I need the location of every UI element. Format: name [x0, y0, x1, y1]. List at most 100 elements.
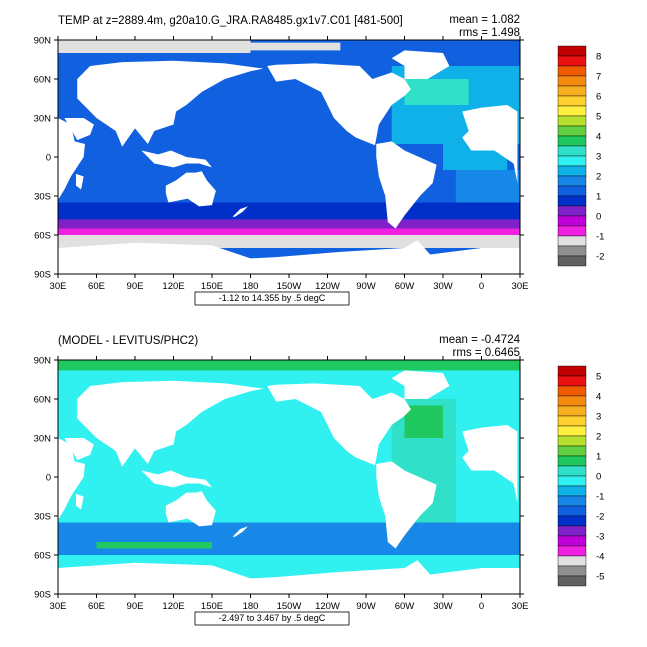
x-tick-label: 90E — [127, 601, 144, 612]
colorbar-swatch — [557, 135, 587, 147]
land-mask — [232, 206, 248, 217]
colorbar-label: -2 — [596, 252, 604, 263]
colorbar-swatch — [557, 235, 587, 247]
colorbar-label: 6 — [596, 92, 601, 103]
land-mask — [75, 173, 84, 190]
land-mask — [165, 171, 216, 207]
x-tick-label: 0 — [479, 281, 484, 292]
rms-label: rms = 0.6465 — [453, 347, 520, 359]
colorbar-label: 4 — [596, 392, 601, 403]
x-tick-label: 150E — [201, 601, 223, 612]
colorbar-swatch — [557, 445, 587, 457]
colorbar-swatch — [557, 105, 587, 117]
x-tick-label: 0 — [479, 601, 484, 612]
y-tick-label: 30N — [34, 114, 52, 125]
land-mask — [58, 560, 520, 594]
map-field — [58, 360, 520, 594]
y-tick-label: 90S — [34, 270, 51, 281]
colorbar-swatch — [557, 375, 587, 387]
range-note: -1.12 to 14.355 by .5 degC — [219, 293, 326, 303]
x-tick-label: 150W — [277, 281, 302, 292]
colorbar-label: 2 — [596, 432, 601, 443]
y-tick-label: 60N — [34, 75, 52, 86]
range-note-box — [194, 611, 350, 626]
colorbar-swatch — [557, 255, 587, 267]
x-tick-label: 90W — [356, 601, 376, 612]
x-tick-label: 180 — [243, 281, 259, 292]
field-cell — [58, 219, 520, 229]
x-tick-label: 120W — [315, 601, 340, 612]
colorbar-swatch — [557, 115, 587, 127]
land-mask — [462, 425, 518, 503]
x-tick-label: 30E — [50, 281, 67, 292]
colorbar-swatch — [557, 95, 587, 107]
colorbar-swatch — [557, 195, 587, 207]
land-mask — [376, 461, 437, 549]
x-tick-label: 30E — [512, 601, 529, 612]
y-tick-label: 30S — [34, 512, 51, 523]
field-cell — [212, 42, 341, 51]
y-tick-label: 90N — [34, 36, 52, 47]
range-note-box — [194, 291, 350, 306]
colorbar-label: -1 — [596, 492, 604, 503]
colorbar-swatch — [557, 145, 587, 157]
colorbar-swatch — [557, 395, 587, 407]
field-cell — [58, 202, 520, 220]
mean-label: mean = 1.082 — [449, 14, 520, 26]
x-tick-label: 60W — [395, 601, 415, 612]
land-mask — [58, 118, 85, 200]
colorbar-swatch — [557, 415, 587, 427]
colorbar-label: 0 — [596, 472, 601, 483]
y-tick-label: 60S — [34, 551, 51, 562]
colorbar-swatch — [557, 365, 587, 377]
field-cell — [404, 79, 469, 105]
x-tick-label: 150E — [201, 281, 223, 292]
colorbar-swatch — [557, 155, 587, 167]
colorbar-label: 0 — [596, 212, 601, 223]
x-tick-label: 30E — [512, 281, 529, 292]
x-tick-label: 120W — [315, 281, 340, 292]
colorbar-label: 1 — [596, 192, 601, 203]
colorbar-label: 3 — [596, 152, 601, 163]
colorbar-swatch — [557, 485, 587, 497]
land-mask — [75, 493, 84, 510]
colorbar-swatch — [557, 555, 587, 567]
colorbar-swatch — [557, 215, 587, 227]
colorbar-swatch — [557, 455, 587, 467]
colorbar-label: 1 — [596, 452, 601, 463]
colorbar-swatch — [557, 225, 587, 237]
x-tick-label: 60W — [395, 281, 415, 292]
colorbar-swatch — [557, 75, 587, 87]
colorbar-swatch — [557, 425, 587, 437]
colorbar-swatch — [557, 385, 587, 397]
field-cell — [58, 360, 520, 371]
colorbar-swatch — [557, 55, 587, 67]
colorbar-swatch — [557, 175, 587, 187]
y-tick-label: 90S — [34, 590, 51, 601]
y-tick-label: 60N — [34, 395, 52, 406]
colorbar: 8 7 6 5 4 3 2 1 0 -1 -2 — [557, 45, 604, 267]
colorbar-label: 2 — [596, 172, 601, 183]
colorbar-swatch — [557, 465, 587, 477]
colorbar-swatch — [557, 45, 587, 57]
colorbar-swatch — [557, 535, 587, 547]
colorbar-label: 5 — [596, 112, 601, 123]
x-tick-label: 30W — [433, 281, 453, 292]
colorbar-swatch — [557, 405, 587, 417]
land-mask — [64, 118, 94, 141]
mean-label: mean = -0.4724 — [439, 334, 520, 346]
land-mask — [462, 105, 518, 183]
land-mask — [64, 438, 94, 461]
colorbar-label: 8 — [596, 52, 601, 63]
land-mask — [77, 380, 264, 467]
colorbar-label: 3 — [596, 412, 601, 423]
x-tick-label: 60E — [88, 281, 105, 292]
colorbar-swatch — [557, 165, 587, 177]
land-mask — [58, 240, 520, 274]
field-cell — [96, 542, 212, 549]
colorbar-swatch — [557, 185, 587, 197]
colorbar-swatch — [557, 125, 587, 137]
colorbar-label: 5 — [596, 372, 601, 383]
colorbar-swatch — [557, 65, 587, 77]
colorbar-swatch — [557, 515, 587, 527]
